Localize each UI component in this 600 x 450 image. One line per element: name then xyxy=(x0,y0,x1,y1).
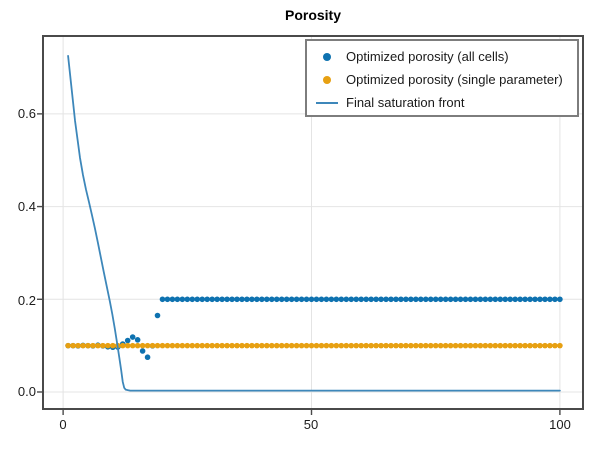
legend-marker-line xyxy=(313,101,341,104)
orange-dot-icon xyxy=(323,75,331,84)
blue-dot-icon xyxy=(323,52,331,61)
y-tick-label-0.4: 0.4 xyxy=(17,199,36,214)
x-tick-label-100: 100 xyxy=(549,417,571,432)
legend-marker-circle-orange xyxy=(313,75,341,84)
x-tick-label-0: 0 xyxy=(59,417,67,432)
legend-label: Optimized porosity (all cells) xyxy=(346,49,509,64)
chart-title: Porosity xyxy=(284,7,341,23)
legend-row-saturation-front: Final saturation front xyxy=(313,91,577,114)
y-tick-label-0.0: 0.0 xyxy=(17,384,36,399)
y-tick-label-0.2: 0.2 xyxy=(17,293,36,308)
line-segment-icon xyxy=(316,101,338,104)
legend-marker-circle-blue xyxy=(313,52,341,61)
x-tick-label-50: 50 xyxy=(303,417,319,432)
y-tick-label-0.6: 0.6 xyxy=(17,106,36,121)
legend-row-single-parameter: Optimized porosity (single parameter) xyxy=(313,68,577,91)
legend-label: Final saturation front xyxy=(346,95,465,110)
legend-row-all-cells: Optimized porosity (all cells) xyxy=(313,45,577,68)
legend-label: Optimized porosity (single parameter) xyxy=(346,72,563,87)
legend: Optimized porosity (all cells) Optimized… xyxy=(305,39,579,117)
